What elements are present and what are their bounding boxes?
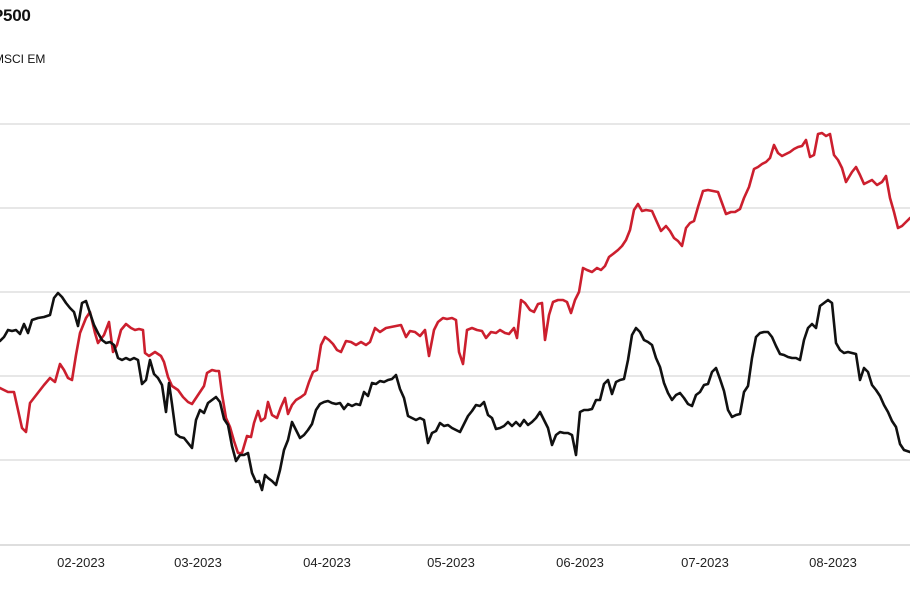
- x-tick-label: 06-2023: [556, 555, 604, 570]
- legend-label: MSCI EM: [0, 52, 46, 66]
- series-line-red: [0, 131, 910, 455]
- series-line-black: [0, 291, 910, 492]
- x-tick-label: 03-2023: [174, 555, 222, 570]
- chart-title: P500: [0, 6, 31, 25]
- legend: MSCI EM: [0, 52, 45, 66]
- x-tick-label: 02-2023: [57, 555, 105, 570]
- series-lines: [0, 131, 910, 492]
- x-tick-label: 07-2023: [681, 555, 729, 570]
- x-tick-label: 05-2023: [427, 555, 475, 570]
- x-tick-label: 04-2023: [303, 555, 351, 570]
- x-axis-ticks: 02-2023 03-2023 04-2023 05-2023 06-2023 07-20…: [57, 555, 857, 570]
- grid-lines: [0, 123, 910, 546]
- x-tick-label: 08-2023: [809, 555, 857, 570]
